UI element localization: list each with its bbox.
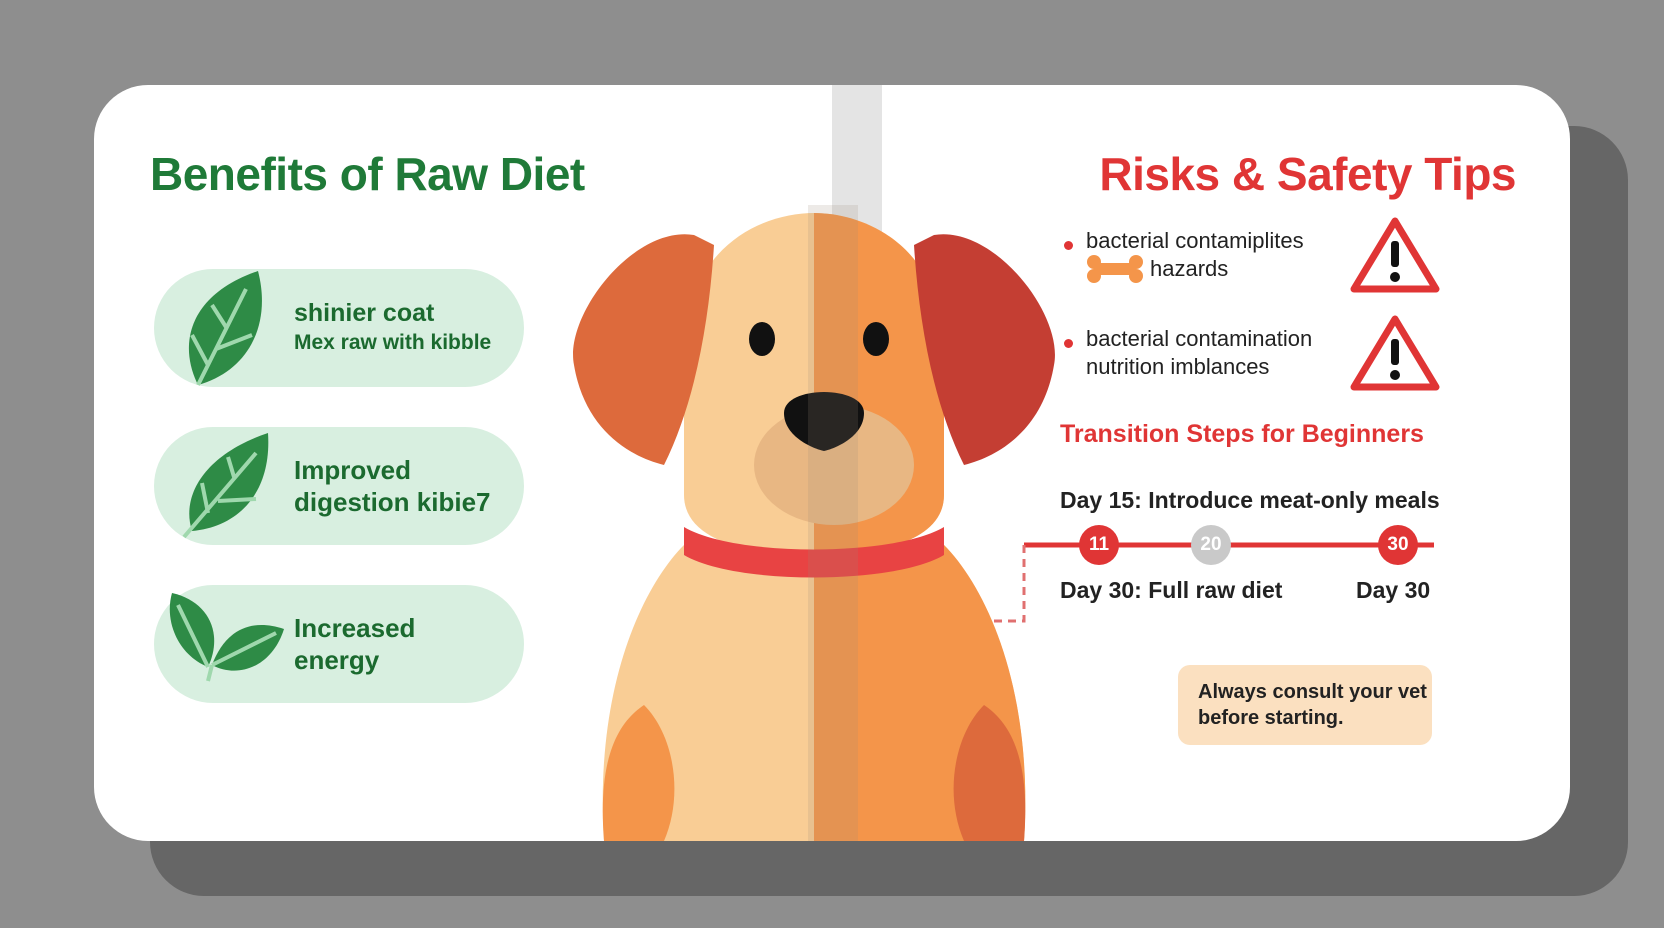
- step-day15: Day 15: Introduce meat-only meals: [1060, 487, 1440, 513]
- benefit-line1: Improved: [294, 455, 412, 485]
- benefit-line2: Mex raw with kibble: [294, 331, 492, 354]
- benefits-title: Benefits of Raw Diet: [150, 148, 585, 200]
- timeline-node: 20: [1191, 525, 1231, 565]
- benefit-line2: digestion kibie7: [294, 487, 491, 517]
- benefit-item-coat: shinier coat Mex raw with kibble: [154, 269, 524, 387]
- risk-line1: bacterial contamiplites: [1086, 228, 1304, 253]
- infographic-card: Benefits of Raw Diet Risks & Safety Tips…: [94, 85, 1570, 841]
- step-day30: Day 30: Full raw diet: [1060, 577, 1283, 603]
- leaf-icon: [188, 271, 262, 386]
- benefit-item-energy: Increased energy: [154, 585, 524, 703]
- risk-item: bacterial contamiplites hazards: [1064, 227, 1494, 313]
- benefit-line1: Increased: [294, 613, 416, 643]
- note-line1: Always consult your vet: [1198, 681, 1427, 703]
- risks-title: Risks & Safety Tips: [1099, 148, 1516, 200]
- transition-title: Transition Steps for Beginners: [1060, 420, 1424, 448]
- dog-illustration: [573, 205, 1055, 841]
- bullet: [1064, 241, 1073, 250]
- warning-icon: [1350, 315, 1440, 391]
- bullet: [1064, 339, 1073, 348]
- benefit-item-digestion: Improved digestion kibie7: [154, 427, 524, 545]
- risk-line2: nutrition imblances: [1086, 354, 1270, 379]
- timeline-node: 30: [1378, 525, 1418, 565]
- timeline-node: 11: [1079, 525, 1119, 565]
- benefit-line1: shinier coat: [294, 299, 435, 327]
- risk-line1: bacterial contamination: [1086, 326, 1313, 351]
- note-line2: before starting.: [1198, 707, 1344, 729]
- warning-icon: [1350, 217, 1440, 293]
- bone-icon: [1087, 255, 1143, 283]
- leaves-icon: [169, 593, 284, 682]
- step-end-label: Day 30: [1356, 577, 1431, 603]
- vet-note: Always consult your vet before starting.: [1178, 665, 1432, 745]
- risk-item: bacterial contamination nutrition imblan…: [1064, 325, 1494, 411]
- leaf-icon: [182, 433, 269, 539]
- risk-line2: hazards: [1150, 256, 1229, 281]
- benefit-line2: energy: [294, 645, 380, 675]
